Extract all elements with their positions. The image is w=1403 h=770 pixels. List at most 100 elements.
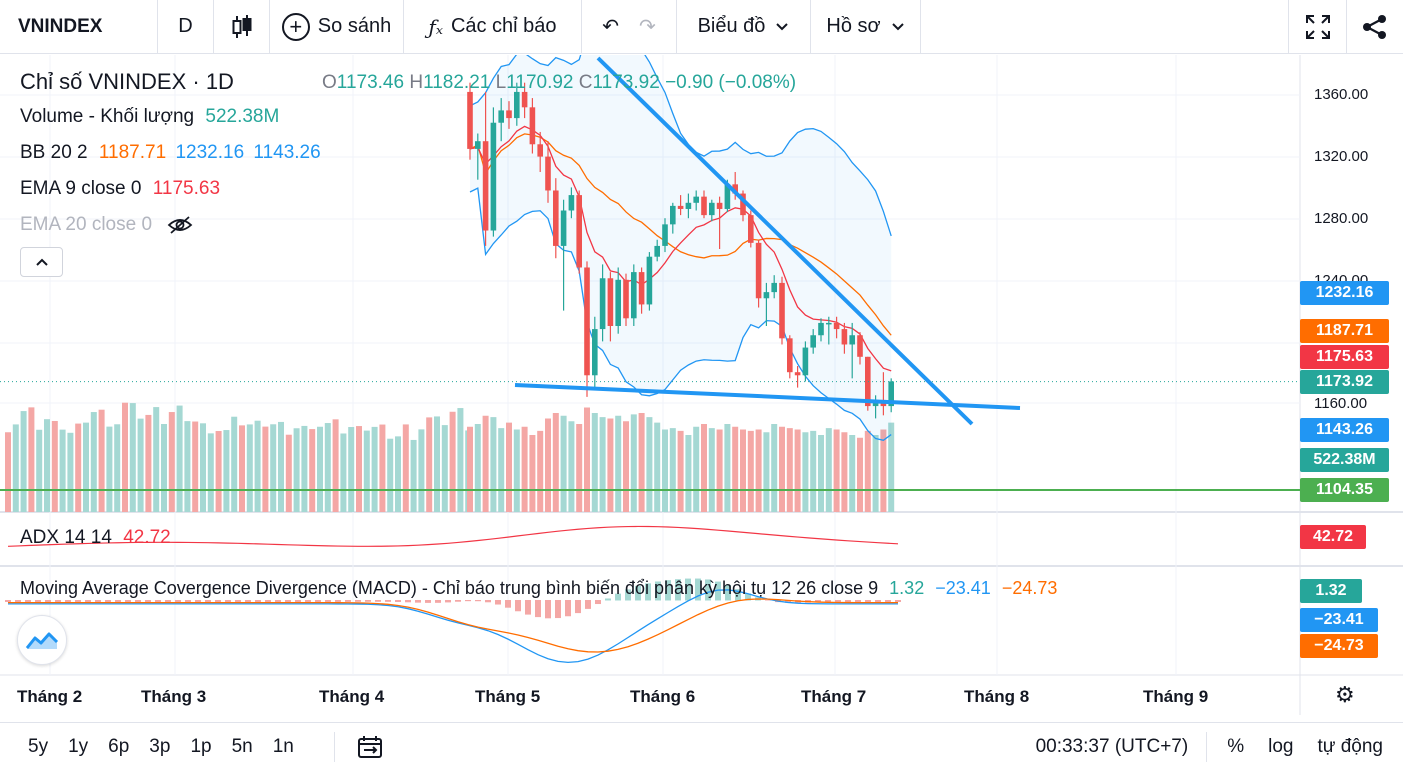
macd-histogram-bar xyxy=(445,600,451,603)
range-3m-button[interactable]: 3p xyxy=(149,735,171,757)
candle-body xyxy=(521,91,528,108)
macd-histogram-bar xyxy=(325,600,331,602)
auto-scale-toggle[interactable]: tự động xyxy=(1317,735,1383,757)
compare-label: So sánh xyxy=(317,15,392,37)
collapse-legend-button[interactable] xyxy=(20,247,63,277)
adx-legend[interactable]: ADX 14 14 42.72 xyxy=(20,527,171,548)
volume-bar xyxy=(75,423,82,512)
candle-body xyxy=(607,278,614,326)
settings-gear-icon[interactable]: ⚙ xyxy=(1335,682,1355,707)
volume-bar xyxy=(28,407,35,512)
macd-histogram-bar xyxy=(75,600,81,602)
volume-bar xyxy=(849,435,856,512)
macd-histogram-bar xyxy=(555,600,561,619)
volume-bar xyxy=(434,416,440,512)
chart-layout-label: Biểu đồ xyxy=(697,15,766,37)
candle-body xyxy=(560,210,567,246)
chart-layout-button[interactable]: Biểu đồ xyxy=(677,0,811,54)
top-toolbar: VNINDEX D + So sánh ƒₓ Các chỉ báo ↶ ↷ B… xyxy=(0,0,1403,54)
ema9-legend[interactable]: EMA 9 close 0 1175.63 xyxy=(20,178,221,199)
profile-button[interactable]: Hồ sơ xyxy=(811,0,921,54)
redo-icon[interactable]: ↷ xyxy=(639,16,656,38)
volume-bar xyxy=(402,424,409,512)
volume-bar xyxy=(864,430,871,512)
macd-histogram-bar xyxy=(475,600,481,602)
clock-timezone[interactable]: 00:33:37 (UTC+7) xyxy=(1036,731,1208,762)
bb-legend[interactable]: BB 20 2 1187.71 1232.16 1143.26 xyxy=(20,142,321,163)
macd-legend[interactable]: Moving Average Covergence Divergence (MA… xyxy=(20,578,1058,598)
volume-bar xyxy=(184,421,191,512)
volume-bar xyxy=(482,415,489,512)
share-button[interactable] xyxy=(1347,0,1403,54)
range-5y-button[interactable]: 5y xyxy=(28,735,49,757)
range-6m-button[interactable]: 6p xyxy=(108,735,130,757)
macd-histogram-bar xyxy=(735,589,741,601)
candle-body xyxy=(638,272,645,305)
candle-body xyxy=(857,335,863,357)
macd-histogram-bar xyxy=(185,600,191,602)
macd-histogram-bar xyxy=(15,600,21,602)
candle-body xyxy=(537,144,543,157)
macd-histogram-bar xyxy=(505,600,511,608)
log-toggle[interactable]: log xyxy=(1268,735,1294,757)
volume-bar xyxy=(591,413,598,512)
bb-lower-line xyxy=(469,187,892,441)
adx-tag: 42.72 xyxy=(1300,525,1366,549)
fullscreen-button[interactable] xyxy=(1289,0,1347,54)
volume-bar xyxy=(685,435,692,512)
indicators-button[interactable]: ƒₓ Các chỉ báo xyxy=(404,0,582,54)
volume-bar xyxy=(98,409,105,512)
candle-body xyxy=(849,335,855,345)
candle-body xyxy=(740,193,746,216)
volume-legend[interactable]: Volume - Khối lượng 522.38M xyxy=(20,106,280,127)
ema20-legend[interactable]: EMA 20 close 0 xyxy=(20,214,193,236)
range-1d-button[interactable]: 1n xyxy=(272,735,294,757)
macd-pane-icon[interactable] xyxy=(17,615,67,665)
eye-hidden-icon[interactable] xyxy=(167,215,193,235)
macd-histogram-bar xyxy=(615,593,621,601)
volume-bar xyxy=(215,431,222,512)
volume-bar xyxy=(426,417,433,512)
support-trendline xyxy=(514,383,1021,410)
percent-toggle[interactable]: % xyxy=(1227,735,1245,757)
symbol-search-button[interactable]: VNINDEX xyxy=(0,0,158,54)
volume-bar xyxy=(293,428,300,512)
volume-bar xyxy=(5,432,11,512)
range-1m-button[interactable]: 1p xyxy=(190,735,212,757)
candle-body xyxy=(670,205,676,225)
chart-area[interactable]: Chỉ số VNINDEX · 1D O1173.46 H1182.21 L1… xyxy=(0,55,1403,715)
macd-histogram-bar xyxy=(635,585,641,601)
chart-canvas[interactable] xyxy=(0,55,1403,715)
volume-bar xyxy=(192,421,199,512)
toolbar-spacer xyxy=(921,0,1289,54)
macd-histogram-bar xyxy=(815,600,821,603)
volume-bar xyxy=(521,426,528,512)
volume-bar xyxy=(716,429,723,512)
volume-bar xyxy=(779,426,785,512)
time-tick: Tháng 7 xyxy=(801,687,867,706)
candle-type-button[interactable] xyxy=(214,0,270,54)
ohlc-legend: O1173.46 H1182.21 L1170.92 C1173.92 −0.9… xyxy=(322,72,797,93)
candle-body xyxy=(615,279,621,326)
volume-tag: 522.38M xyxy=(1300,448,1389,472)
volume-bar xyxy=(669,428,676,512)
range-5d-button[interactable]: 5n xyxy=(231,735,253,757)
bb-fill xyxy=(470,55,892,441)
volume-bar xyxy=(36,429,43,512)
candle-body xyxy=(763,292,770,299)
compare-button[interactable]: + So sánh xyxy=(270,0,404,54)
macd-histogram-bar xyxy=(275,600,281,602)
volume-bar xyxy=(122,402,128,512)
undo-icon[interactable]: ↶ xyxy=(602,16,619,38)
range-1y-button[interactable]: 1y xyxy=(68,735,89,757)
candle-body xyxy=(701,196,707,216)
interval-button[interactable]: D xyxy=(158,0,214,54)
volume-bar xyxy=(457,408,464,512)
candle-body xyxy=(794,372,801,376)
volume-bar xyxy=(67,432,74,512)
macd-histogram-bar xyxy=(335,600,341,602)
goto-date-button[interactable] xyxy=(333,731,383,762)
volume-bar xyxy=(825,428,832,512)
macd-histogram-bar xyxy=(265,600,271,602)
candle-body xyxy=(545,156,551,191)
